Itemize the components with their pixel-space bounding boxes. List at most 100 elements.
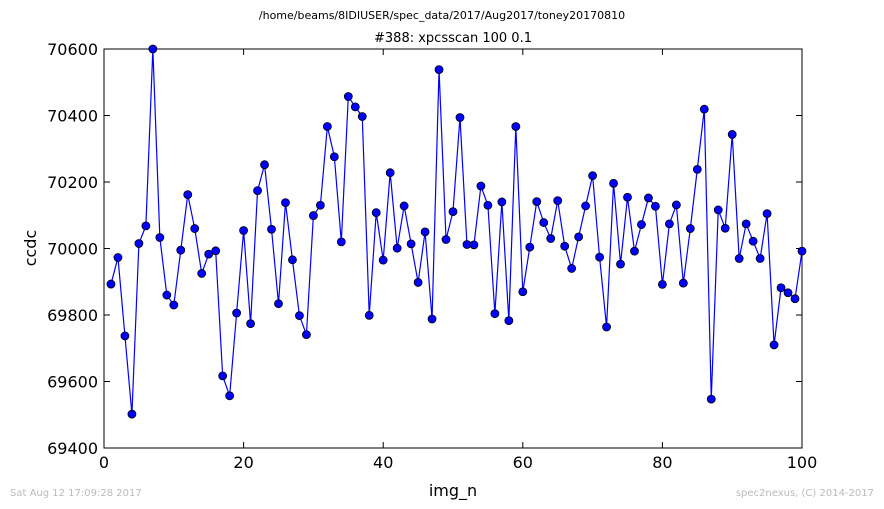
- data-point: [148, 44, 158, 54]
- data-point: [504, 316, 514, 326]
- figure-suptitle: /home/beams/8IDIUSER/spec_data/2017/Aug2…: [259, 9, 625, 22]
- footer-credit: spec2nexus, (C) 2014-2017: [735, 488, 874, 499]
- data-point: [253, 186, 262, 196]
- data-point: [706, 394, 716, 404]
- y-axis-label: ccdc: [21, 230, 40, 267]
- data-point: [302, 330, 311, 340]
- data-point: [434, 65, 444, 75]
- data-point: [420, 227, 430, 237]
- data-point: [783, 288, 793, 298]
- data-point: [637, 220, 646, 229]
- data-point: [532, 197, 542, 207]
- data-point: [574, 232, 584, 242]
- data-point: [281, 198, 290, 208]
- data-point: [288, 255, 297, 265]
- data-point: [239, 226, 249, 235]
- y-tick-label: 69800: [47, 306, 98, 325]
- data-point: [546, 234, 556, 243]
- series-ccdc: [106, 44, 807, 419]
- data-point: [539, 218, 549, 227]
- data-point: [734, 254, 744, 263]
- y-tick-label: 70000: [47, 240, 98, 259]
- data-point: [336, 237, 346, 247]
- y-tick-label: 70200: [47, 173, 98, 192]
- data-point: [343, 92, 353, 101]
- data-point: [392, 243, 402, 253]
- data-point: [727, 130, 737, 139]
- data-point: [748, 236, 758, 246]
- data-point: [155, 233, 165, 242]
- chart-title: #388: xpcsscan 100 0.1: [374, 31, 532, 46]
- data-point: [525, 242, 535, 252]
- x-tick-label: 40: [373, 453, 393, 472]
- x-tick-label: 60: [513, 453, 533, 472]
- data-point: [581, 201, 591, 211]
- data-point: [588, 171, 597, 181]
- x-axis-label: img_n: [429, 481, 477, 501]
- footer-timestamp: Sat Aug 12 17:09:28 2017: [10, 488, 142, 499]
- data-point: [790, 294, 800, 304]
- data-point: [511, 122, 521, 131]
- data-point: [658, 280, 667, 289]
- data-point: [595, 252, 604, 262]
- data-point: [211, 246, 221, 256]
- data-point: [671, 200, 681, 210]
- data-point: [225, 391, 235, 401]
- data-point: [315, 200, 325, 210]
- y-tick-label: 69600: [47, 373, 98, 392]
- data-point: [630, 246, 639, 256]
- data-point: [141, 221, 151, 231]
- y-tick-label: 69400: [47, 439, 98, 458]
- plot-frame: [103, 48, 803, 449]
- data-point: [602, 322, 611, 332]
- data-point: [623, 192, 632, 202]
- data-point: [685, 224, 695, 233]
- y-tick-label: 70600: [47, 40, 98, 59]
- data-point: [113, 253, 123, 262]
- data-point: [469, 240, 479, 250]
- data-point: [720, 223, 730, 233]
- data-point: [616, 259, 625, 269]
- x-tick-label: 20: [233, 453, 253, 472]
- data-point: [755, 254, 765, 263]
- data-point: [399, 201, 409, 211]
- data-point: [267, 224, 276, 234]
- data-point: [678, 278, 688, 288]
- data-point: [308, 211, 318, 220]
- data-point: [776, 283, 786, 293]
- data-point: [692, 164, 702, 174]
- data-point: [476, 181, 486, 191]
- data-point: [246, 319, 255, 329]
- y-tick-label: 70400: [47, 107, 98, 126]
- series-line: [110, 48, 803, 415]
- data-point: [699, 104, 709, 114]
- x-tick-label: 0: [99, 453, 109, 472]
- data-point: [713, 205, 723, 215]
- data-point: [134, 239, 144, 248]
- data-point: [797, 246, 807, 256]
- data-point: [127, 409, 137, 419]
- data-point: [455, 113, 465, 122]
- data-point: [651, 201, 660, 211]
- axis-ticks: 0 20 40 60 80 100 69400 69600 69800 70000 70200 704…: [47, 40, 817, 472]
- data-point: [413, 278, 423, 287]
- data-point: [329, 152, 339, 162]
- data-point: [567, 264, 577, 273]
- data-point: [176, 245, 186, 255]
- data-point: [190, 224, 200, 233]
- data-point: [295, 311, 304, 321]
- data-point: [644, 193, 653, 203]
- data-point: [560, 241, 570, 251]
- data-point: [427, 314, 437, 324]
- data-point: [204, 249, 214, 259]
- data-point: [106, 279, 116, 289]
- data-point: [483, 200, 493, 210]
- data-point: [197, 269, 207, 278]
- data-point: [490, 309, 500, 319]
- data-point: [609, 178, 618, 188]
- data-point: [741, 219, 751, 229]
- data-point: [406, 239, 416, 249]
- data-point: [169, 300, 179, 310]
- data-point: [218, 371, 228, 381]
